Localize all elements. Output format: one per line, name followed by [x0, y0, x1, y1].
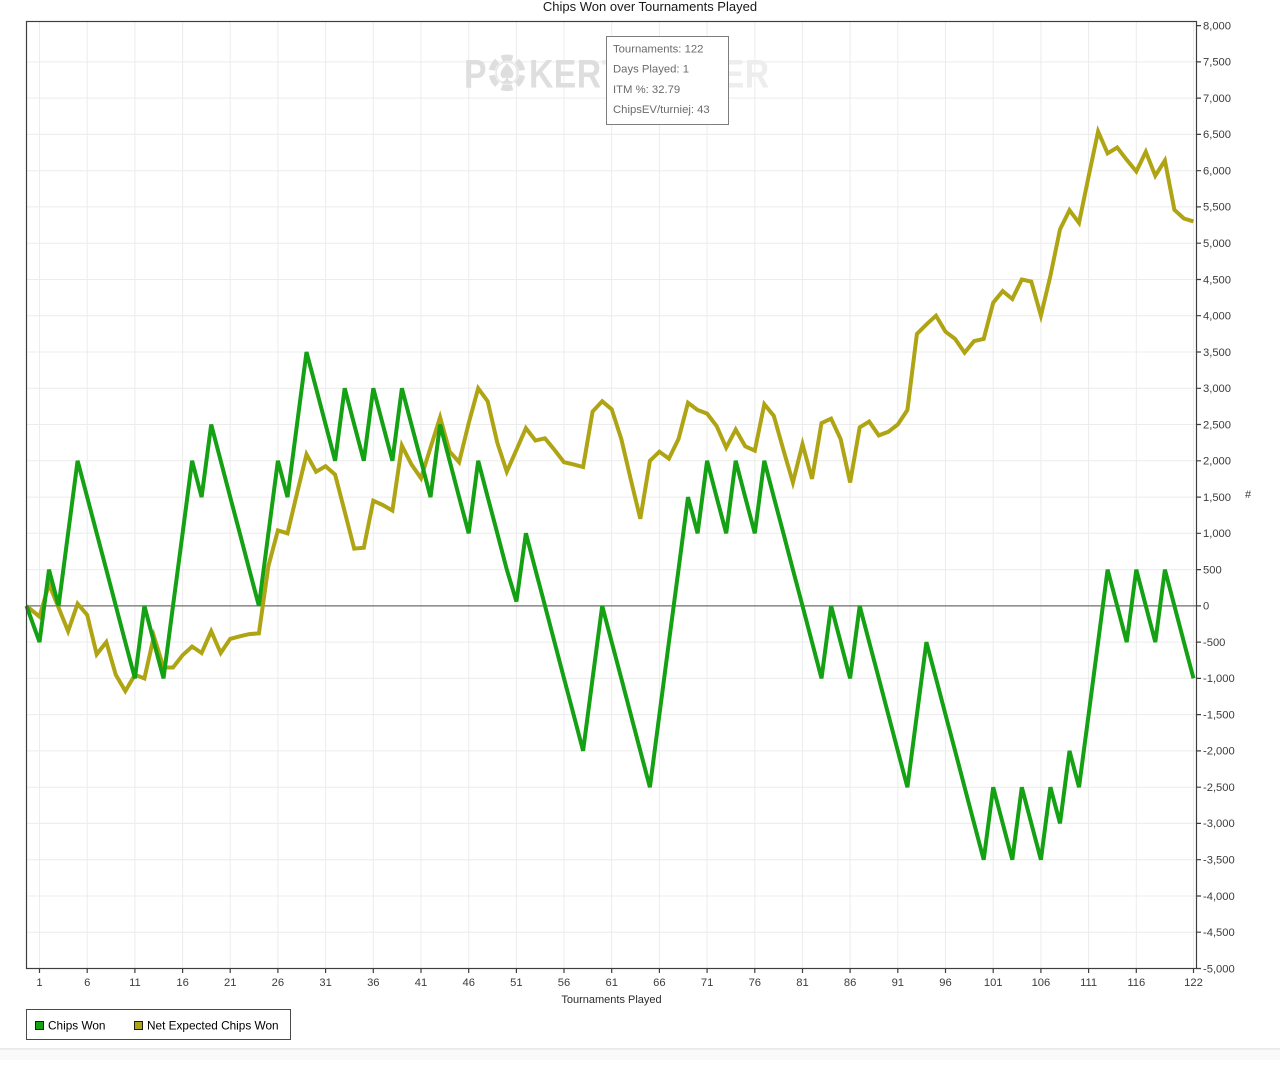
svg-text:1: 1 — [36, 977, 42, 989]
svg-text:Chips Won over Tournaments Pla: Chips Won over Tournaments Played — [543, 0, 757, 14]
svg-text:31: 31 — [319, 977, 331, 989]
svg-text:116: 116 — [1127, 977, 1145, 989]
svg-text:-2,000: -2,000 — [1203, 746, 1235, 758]
svg-text:Chips Won: Chips Won — [48, 1019, 105, 1033]
svg-text:-1,500: -1,500 — [1203, 709, 1235, 721]
svg-text:500: 500 — [1203, 564, 1222, 576]
svg-text:96: 96 — [939, 977, 951, 989]
svg-text:36: 36 — [367, 977, 379, 989]
svg-text:-500: -500 — [1203, 637, 1225, 649]
svg-text:-3,500: -3,500 — [1203, 855, 1235, 867]
svg-text:21: 21 — [224, 977, 236, 989]
svg-text:56: 56 — [558, 977, 570, 989]
svg-text:4,500: 4,500 — [1203, 274, 1231, 286]
svg-text:P: P — [464, 51, 487, 96]
svg-text:51: 51 — [510, 977, 522, 989]
svg-text:6,500: 6,500 — [1203, 129, 1231, 141]
svg-text:7,500: 7,500 — [1203, 57, 1231, 69]
svg-text:66: 66 — [653, 977, 665, 989]
svg-text:91: 91 — [892, 977, 904, 989]
svg-text:-2,500: -2,500 — [1203, 782, 1235, 794]
svg-text:86: 86 — [844, 977, 856, 989]
svg-text:-5,000: -5,000 — [1203, 963, 1235, 975]
svg-text:1,500: 1,500 — [1203, 492, 1231, 504]
svg-text:4,000: 4,000 — [1203, 311, 1231, 323]
svg-text:-1,000: -1,000 — [1203, 673, 1235, 685]
svg-text:6: 6 — [84, 977, 90, 989]
svg-text:6,000: 6,000 — [1203, 166, 1231, 178]
svg-text:ChipsEV/turniej: 43: ChipsEV/turniej: 43 — [613, 104, 710, 116]
svg-text:122: 122 — [1184, 977, 1203, 989]
svg-text:41: 41 — [415, 977, 427, 989]
svg-text:61: 61 — [605, 977, 617, 989]
svg-text:1,000: 1,000 — [1203, 528, 1231, 540]
svg-text:-3,000: -3,000 — [1203, 818, 1235, 830]
svg-text:3,000: 3,000 — [1203, 383, 1231, 395]
svg-text:-4,000: -4,000 — [1203, 891, 1235, 903]
svg-text:106: 106 — [1032, 977, 1051, 989]
svg-text:26: 26 — [272, 977, 284, 989]
svg-text:KER: KER — [529, 51, 602, 96]
svg-text:#: # — [1245, 489, 1252, 501]
svg-text:ITM %: 32.79: ITM %: 32.79 — [613, 84, 680, 96]
svg-text:Tournaments Played: Tournaments Played — [561, 994, 661, 1006]
svg-text:0: 0 — [1203, 601, 1209, 613]
svg-text:16: 16 — [176, 977, 188, 989]
svg-text:5,000: 5,000 — [1203, 238, 1231, 250]
svg-text:Net Expected Chips Won: Net Expected Chips Won — [147, 1019, 279, 1033]
svg-text:5,500: 5,500 — [1203, 202, 1231, 214]
svg-text:7,000: 7,000 — [1203, 93, 1231, 105]
svg-text:8,000: 8,000 — [1203, 20, 1231, 32]
svg-text:71: 71 — [701, 977, 713, 989]
svg-text:101: 101 — [984, 977, 1003, 989]
svg-text:111: 111 — [1080, 977, 1097, 989]
svg-text:Days Played: 1: Days Played: 1 — [613, 64, 689, 76]
svg-text:-4,500: -4,500 — [1203, 927, 1235, 939]
svg-text:46: 46 — [462, 977, 474, 989]
svg-text:2,500: 2,500 — [1203, 419, 1231, 431]
svg-text:2,000: 2,000 — [1203, 456, 1231, 468]
svg-text:76: 76 — [749, 977, 761, 989]
svg-text:3,500: 3,500 — [1203, 347, 1231, 359]
svg-text:11: 11 — [129, 977, 141, 989]
svg-text:Tournaments: 122: Tournaments: 122 — [613, 44, 703, 56]
svg-text:81: 81 — [796, 977, 808, 989]
